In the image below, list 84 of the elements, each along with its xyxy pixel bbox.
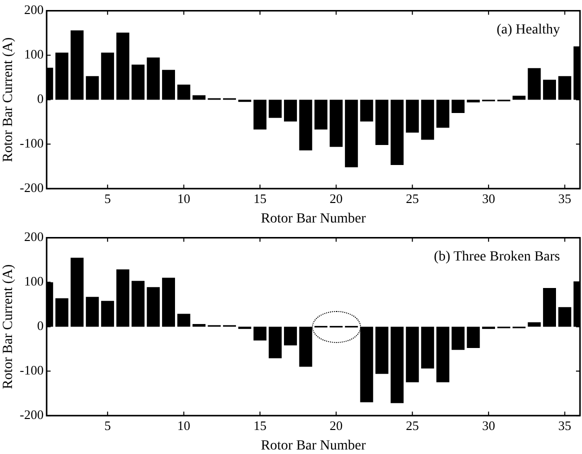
bar: [70, 30, 84, 100]
y-tick-label: 200: [24, 2, 44, 18]
bar: [116, 32, 130, 100]
bar: [436, 100, 450, 128]
bar: [421, 100, 434, 140]
y-tick-label: -200: [20, 407, 44, 422]
bar: [390, 326, 404, 404]
bar: [375, 100, 388, 146]
bar: [466, 100, 480, 102]
x-tick-label: 30: [482, 418, 496, 433]
bar: [177, 314, 190, 327]
y-tick-label: -100: [20, 136, 44, 151]
bar: [512, 96, 526, 100]
bar: [406, 100, 419, 133]
y-tick-label: 0: [37, 91, 44, 106]
bar: [421, 326, 434, 368]
x-tick-label: 20: [330, 190, 343, 206]
y-tick-label: -200: [20, 180, 44, 196]
bar: [360, 100, 374, 122]
bar: [55, 298, 68, 327]
bar: [390, 100, 404, 166]
bar: [192, 95, 206, 100]
bar: [543, 288, 556, 327]
bar: [543, 80, 556, 100]
bar: [452, 100, 465, 114]
y-tick-label: -100: [20, 362, 44, 378]
text: (a) Healthy: [496, 22, 560, 38]
y-tick-label: 100: [24, 274, 44, 289]
bar: [268, 326, 282, 358]
x-tick-label: 25: [406, 190, 419, 206]
bar: [528, 68, 541, 100]
bar: [558, 307, 572, 327]
bar: [299, 100, 312, 150]
bar: [254, 100, 266, 130]
bar: [558, 76, 572, 100]
bar: [146, 287, 160, 327]
bar: [55, 52, 68, 100]
x-tick-label: 15: [253, 418, 266, 433]
bar: [299, 326, 312, 367]
y-tick-label: 200: [24, 229, 44, 244]
y-tick-label: 0: [37, 318, 44, 334]
bar: [132, 64, 145, 100]
bar: [146, 57, 160, 100]
bar: [284, 100, 297, 122]
x-tick-label: 35: [558, 190, 572, 206]
x-axis-title: Rotor Bar Number: [260, 438, 366, 454]
x-tick-label: 25: [406, 418, 419, 433]
bar: [436, 326, 450, 382]
bar: [344, 100, 358, 168]
bar: [254, 326, 266, 340]
bar: [101, 52, 114, 100]
y-axis-title: Rotor Bar Current (A): [1, 264, 16, 390]
bar: [132, 280, 145, 327]
bar: [101, 300, 114, 327]
bar: [360, 326, 374, 402]
bar: [466, 326, 480, 348]
bar: [177, 84, 190, 100]
bar: [86, 76, 99, 100]
bar: [406, 326, 419, 382]
bar: [375, 326, 388, 374]
x-tick-label: 10: [177, 418, 190, 433]
bar: [70, 258, 84, 327]
x-tick-label: 15: [253, 190, 266, 206]
bar: [528, 322, 541, 327]
bar: [162, 278, 176, 327]
x-axis-title: Rotor Bar Number: [260, 211, 366, 226]
bar: [268, 100, 282, 118]
bar: [192, 324, 206, 327]
y-axis-title: Rotor Bar Current (A): [1, 36, 16, 162]
bar: [314, 100, 328, 130]
bar: [162, 70, 176, 100]
y-tick-label: 100: [24, 46, 44, 62]
bar: [116, 269, 130, 327]
bar: [452, 326, 465, 350]
x-tick-label: 30: [482, 190, 496, 206]
x-tick-label: 5: [104, 190, 111, 206]
bar: [284, 326, 297, 346]
x-tick-label: 5: [104, 418, 111, 433]
text: (b) Three Broken Bars: [434, 249, 560, 264]
x-tick-label: 35: [558, 418, 572, 433]
x-tick-label: 20: [330, 418, 343, 433]
bar: [330, 100, 343, 147]
x-tick-label: 10: [177, 190, 190, 206]
bar: [86, 296, 99, 327]
